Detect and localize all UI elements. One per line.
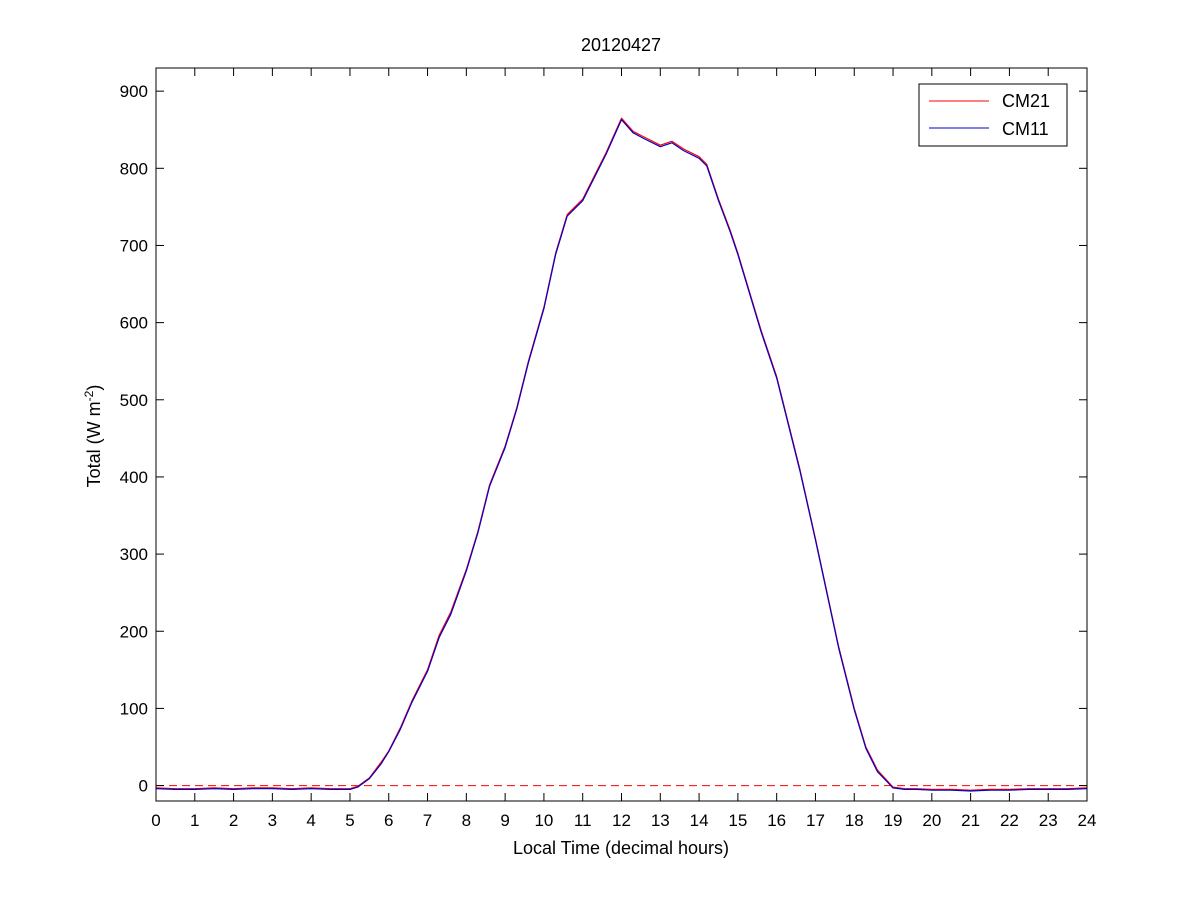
x-tick-label: 8 — [462, 811, 471, 830]
legend-label-cm11: CM11 — [1002, 119, 1049, 139]
x-tick-label: 17 — [806, 811, 825, 830]
x-tick-label: 13 — [651, 811, 670, 830]
x-tick-label: 12 — [612, 811, 631, 830]
x-tick-label: 14 — [690, 811, 709, 830]
x-tick-label: 5 — [345, 811, 354, 830]
x-tick-label: 2 — [229, 811, 238, 830]
x-tick-label: 10 — [534, 811, 553, 830]
y-axis-title-close: ) — [84, 385, 104, 391]
y-tick-label: 400 — [120, 468, 148, 487]
x-tick-label: 6 — [384, 811, 393, 830]
x-tick-label: 22 — [1000, 811, 1019, 830]
x-tick-label: 15 — [728, 811, 747, 830]
y-tick-label: 700 — [120, 236, 148, 255]
y-tick-label: 100 — [120, 699, 148, 718]
x-tick-label: 4 — [306, 811, 315, 830]
y-tick-label: 900 — [120, 82, 148, 101]
y-tick-label: 800 — [120, 159, 148, 178]
y-tick-label: 500 — [120, 391, 148, 410]
x-tick-label: 9 — [500, 811, 509, 830]
x-tick-label: 7 — [423, 811, 432, 830]
x-tick-label: 16 — [767, 811, 786, 830]
series-line-cm21 — [155, 117, 1088, 791]
x-tick-label: 18 — [845, 811, 864, 830]
x-tick-label: 11 — [574, 811, 592, 830]
x-tick-label: 21 — [961, 811, 980, 830]
y-axis-title-main: Total (W m — [84, 401, 104, 487]
x-tick-label: 0 — [151, 811, 160, 830]
x-tick-label: 23 — [1039, 811, 1058, 830]
x-tick-label: 1 — [190, 811, 199, 830]
x-tick-label: 20 — [922, 811, 941, 830]
series-line-cm11 — [155, 119, 1088, 792]
chart-title: 20120427 — [581, 35, 661, 55]
x-axis-title: Local Time (decimal hours) — [513, 838, 729, 858]
y-tick-label: 600 — [120, 314, 148, 333]
legend-box — [918, 83, 1068, 147]
x-tick-label: 19 — [884, 811, 903, 830]
y-tick-label: 200 — [120, 622, 148, 641]
y-tick-label: 300 — [120, 545, 148, 564]
y-tick-label: 0 — [139, 777, 148, 796]
x-tick-label: 24 — [1078, 811, 1097, 830]
y-axis-title: Total (W m-2) — [82, 385, 104, 488]
x-tick-label: 3 — [268, 811, 277, 830]
legend: CM21 CM11 — [918, 83, 1068, 147]
legend-label-cm21: CM21 — [1002, 91, 1050, 111]
y-axis-title-exponent: -2 — [82, 390, 96, 401]
